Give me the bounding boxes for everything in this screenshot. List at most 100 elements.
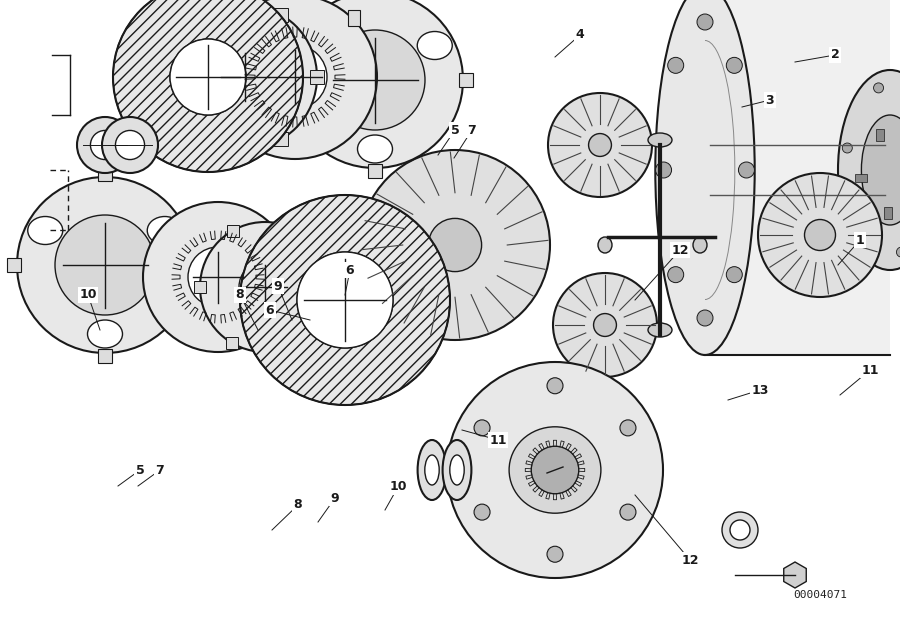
Bar	[166, 70, 180, 84]
Bar	[348, 10, 360, 25]
Circle shape	[360, 150, 550, 340]
Bar	[310, 70, 324, 84]
Bar	[459, 73, 473, 87]
Circle shape	[547, 378, 563, 394]
Ellipse shape	[87, 320, 122, 348]
Text: 10: 10	[389, 481, 407, 493]
Circle shape	[263, 45, 327, 109]
Circle shape	[531, 446, 579, 494]
Bar	[227, 225, 239, 237]
Circle shape	[239, 261, 291, 313]
Ellipse shape	[648, 323, 672, 337]
Bar	[274, 132, 288, 146]
Circle shape	[589, 133, 611, 156]
Ellipse shape	[693, 237, 707, 253]
Circle shape	[874, 83, 884, 93]
Ellipse shape	[655, 0, 755, 355]
Circle shape	[620, 420, 636, 436]
Bar	[274, 8, 288, 22]
Text: 9: 9	[330, 491, 339, 504]
Circle shape	[240, 195, 450, 405]
Text: 3: 3	[766, 93, 774, 107]
Circle shape	[474, 504, 490, 520]
Circle shape	[620, 504, 636, 520]
Ellipse shape	[298, 32, 333, 60]
Circle shape	[697, 14, 713, 30]
Circle shape	[668, 267, 684, 283]
Circle shape	[842, 143, 852, 153]
Text: 1: 1	[856, 234, 864, 246]
Ellipse shape	[450, 455, 464, 485]
Circle shape	[854, 225, 864, 235]
Bar	[98, 167, 112, 181]
Circle shape	[170, 39, 246, 115]
Text: 6: 6	[346, 264, 355, 276]
Circle shape	[594, 314, 616, 337]
Circle shape	[188, 247, 248, 307]
Text: 00004071: 00004071	[793, 590, 847, 600]
Ellipse shape	[598, 237, 612, 253]
Bar	[7, 258, 21, 272]
Bar	[705, 0, 890, 355]
Text: 5: 5	[136, 464, 144, 476]
Circle shape	[726, 57, 742, 74]
Circle shape	[213, 0, 377, 159]
Bar	[189, 258, 203, 272]
Bar	[277, 73, 291, 87]
Circle shape	[547, 546, 563, 562]
Text: 13: 13	[752, 384, 769, 396]
Circle shape	[738, 162, 754, 178]
Circle shape	[115, 130, 145, 159]
Bar	[368, 164, 382, 178]
Circle shape	[726, 267, 742, 283]
Bar	[324, 281, 336, 293]
Circle shape	[668, 57, 684, 74]
Circle shape	[447, 362, 663, 578]
Circle shape	[325, 30, 425, 130]
Text: 6: 6	[266, 304, 274, 316]
Text: 8: 8	[236, 288, 244, 302]
Ellipse shape	[648, 133, 672, 147]
Text: 4: 4	[576, 29, 584, 41]
Ellipse shape	[418, 32, 453, 60]
Text: 12: 12	[681, 554, 698, 566]
Bar	[194, 281, 206, 293]
Circle shape	[287, 0, 463, 168]
Bar	[98, 349, 112, 363]
Text: 11: 11	[861, 363, 878, 377]
Circle shape	[474, 420, 490, 436]
Circle shape	[722, 512, 758, 548]
Text: 8: 8	[293, 498, 302, 512]
Bar	[884, 207, 892, 219]
Circle shape	[428, 218, 482, 272]
Text: 12: 12	[671, 243, 688, 257]
Text: 2: 2	[831, 48, 840, 62]
Text: 11: 11	[490, 434, 507, 446]
Ellipse shape	[148, 217, 183, 244]
Ellipse shape	[425, 455, 439, 485]
Bar	[876, 129, 884, 141]
Circle shape	[758, 173, 882, 297]
Bar	[202, 132, 216, 146]
Ellipse shape	[861, 115, 900, 225]
Ellipse shape	[418, 440, 446, 500]
Circle shape	[200, 222, 330, 352]
Ellipse shape	[357, 135, 392, 163]
Bar	[202, 8, 216, 22]
Circle shape	[730, 520, 750, 540]
Circle shape	[697, 310, 713, 326]
Circle shape	[548, 93, 652, 197]
Ellipse shape	[838, 70, 900, 270]
Circle shape	[55, 215, 155, 315]
Circle shape	[143, 202, 293, 352]
Circle shape	[17, 177, 193, 353]
Circle shape	[102, 117, 158, 173]
Ellipse shape	[443, 440, 472, 500]
Text: 5: 5	[451, 123, 459, 137]
Bar	[227, 337, 239, 349]
Circle shape	[90, 130, 120, 159]
Circle shape	[297, 252, 393, 348]
Circle shape	[217, 49, 273, 105]
Bar	[230, 128, 241, 144]
Circle shape	[77, 117, 133, 173]
